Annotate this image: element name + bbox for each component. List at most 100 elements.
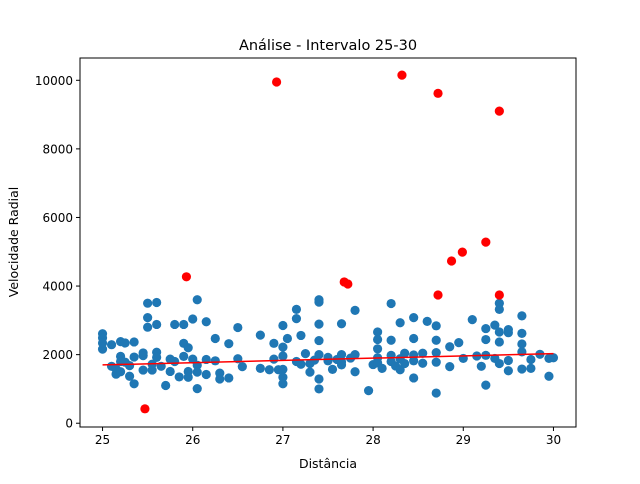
data-point xyxy=(152,319,162,330)
data-point xyxy=(454,338,464,348)
outlier-point xyxy=(343,279,353,289)
data-point xyxy=(526,354,536,365)
data-point xyxy=(476,361,486,371)
data-point xyxy=(224,339,234,349)
data-point xyxy=(314,384,324,394)
data-point xyxy=(494,327,504,337)
data-point xyxy=(386,298,396,309)
data-point xyxy=(183,372,193,382)
data-point xyxy=(147,365,157,375)
data-point xyxy=(161,380,171,391)
outlier-point xyxy=(457,247,467,257)
data-point xyxy=(431,388,441,398)
data-point xyxy=(373,334,383,345)
data-point xyxy=(115,367,126,377)
data-point xyxy=(400,358,410,369)
y-tick-label: 4000 xyxy=(42,280,73,294)
data-point xyxy=(165,366,175,377)
data-point xyxy=(431,357,441,367)
y-tick-label: 10000 xyxy=(35,74,73,88)
data-point xyxy=(314,319,324,329)
data-point xyxy=(278,372,288,382)
data-point xyxy=(431,321,441,331)
data-point xyxy=(170,319,180,330)
data-point xyxy=(314,297,324,307)
y-tick-label: 0 xyxy=(65,417,73,431)
data-point xyxy=(350,350,360,360)
data-point xyxy=(192,367,202,377)
y-axis-label: Velocidade Radial xyxy=(6,187,21,298)
y-tick-label: 2000 xyxy=(42,348,73,362)
data-point xyxy=(125,361,135,371)
data-point xyxy=(395,318,405,328)
outlier-point xyxy=(397,70,407,80)
data-point xyxy=(129,352,139,362)
outlier-point xyxy=(446,256,457,266)
data-point xyxy=(377,363,387,373)
data-point xyxy=(143,313,153,323)
data-point xyxy=(152,297,162,308)
data-point xyxy=(409,313,419,323)
data-point xyxy=(255,330,265,340)
data-point xyxy=(418,348,428,358)
data-point xyxy=(526,363,536,373)
data-point xyxy=(363,386,374,396)
data-point xyxy=(517,339,527,349)
data-point xyxy=(336,360,347,370)
data-point xyxy=(138,351,148,361)
data-point xyxy=(314,335,324,346)
x-tick-label: 25 xyxy=(95,433,110,447)
data-point xyxy=(517,311,527,321)
axis-ticks: 25 26 27 28 29 30 0 2000 4000 6000 8000 10000 xyxy=(35,74,561,447)
data-point xyxy=(481,334,491,345)
data-point xyxy=(138,365,148,375)
data-point xyxy=(201,317,211,327)
data-point xyxy=(445,342,455,352)
data-point xyxy=(269,354,279,364)
data-point xyxy=(143,298,153,308)
data-point xyxy=(278,320,288,331)
data-point xyxy=(481,323,491,334)
data-point xyxy=(120,338,130,348)
data-point xyxy=(373,327,383,337)
data-point xyxy=(215,374,225,384)
data-point xyxy=(544,371,554,381)
data-point xyxy=(336,319,347,329)
data-point xyxy=(517,328,527,338)
data-point xyxy=(129,337,139,347)
data-point xyxy=(409,356,419,366)
outlier-point xyxy=(433,88,443,98)
x-tick-label: 26 xyxy=(185,433,200,447)
data-point xyxy=(445,362,455,372)
plot-frame xyxy=(79,57,577,428)
x-axis-label: Distância xyxy=(299,456,357,471)
data-point xyxy=(269,338,279,348)
trend-line xyxy=(102,352,554,366)
data-point xyxy=(517,364,527,374)
data-point xyxy=(233,322,243,333)
data-point xyxy=(503,366,513,376)
data-point xyxy=(278,364,288,374)
data-point xyxy=(296,359,306,369)
data-point xyxy=(314,374,324,384)
data-point xyxy=(183,343,193,353)
outlier-point xyxy=(433,290,443,300)
data-point xyxy=(300,349,311,359)
data-point xyxy=(494,304,504,314)
data-point xyxy=(170,356,180,367)
data-point xyxy=(179,319,189,330)
data-point xyxy=(264,365,274,375)
x-tick-label: 27 xyxy=(275,433,290,447)
data-point xyxy=(282,333,293,344)
data-point xyxy=(210,333,220,344)
data-point xyxy=(431,335,441,345)
data-point xyxy=(143,322,153,332)
data-point xyxy=(481,380,491,390)
data-point xyxy=(490,320,500,330)
data-point xyxy=(291,314,302,324)
data-point xyxy=(503,328,513,338)
data-point xyxy=(224,373,234,383)
data-point xyxy=(494,337,504,347)
